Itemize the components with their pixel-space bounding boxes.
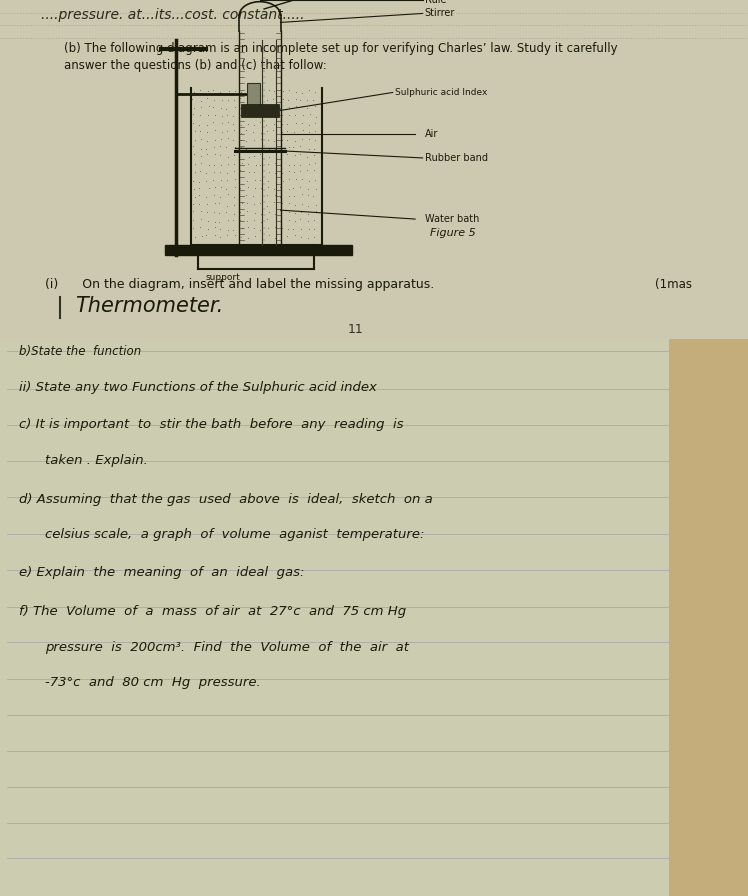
Text: Water bath: Water bath [425, 214, 479, 224]
Text: Rubber band: Rubber band [425, 153, 488, 163]
Text: Air: Air [425, 129, 438, 139]
Text: Stirrer: Stirrer [425, 8, 456, 19]
Text: ....pressure. at...its...cost. constant.....: ....pressure. at...its...cost. constant.… [41, 8, 304, 22]
Bar [165, 245, 352, 255]
Bar [0, 339, 748, 896]
Text: -73°c  and  80 cm  Hg  pressure.: -73°c and 80 cm Hg pressure. [45, 676, 260, 690]
Text: Thermometer.: Thermometer. [75, 296, 223, 315]
Text: (b) The following diagram is an incomplete set up for verifying Charles’ law. St: (b) The following diagram is an incomple… [64, 42, 617, 56]
Text: b)State the  function: b)State the function [19, 345, 141, 358]
Text: pressure  is  200cm³.  Find  the  Volume  of  the  air  at: pressure is 200cm³. Find the Volume of t… [45, 641, 409, 654]
Text: Sulphuric acid Index: Sulphuric acid Index [395, 88, 487, 97]
Text: c) It is important  to  stir the bath  before  any  reading  is: c) It is important to stir the bath befo… [19, 418, 403, 432]
Text: Rule: Rule [425, 0, 447, 5]
Text: e) Explain  the  meaning  of  an  ideal  gas:: e) Explain the meaning of an ideal gas: [19, 566, 304, 580]
Text: f) The  Volume  of  a  mass  of air  at  27°c  and  75 cm Hg: f) The Volume of a mass of air at 27°c a… [19, 605, 406, 618]
Text: celsius scale,  a graph  of  volume  aganist  temperature:: celsius scale, a graph of volume aganist… [45, 528, 424, 541]
Text: (i)      On the diagram, insert and label the missing apparatus.: (i) On the diagram, insert and label the… [45, 278, 434, 291]
Text: 11: 11 [348, 323, 364, 336]
Text: support: support [206, 273, 240, 282]
Text: d) Assuming  that the gas  used  above  is  ideal,  sketch  on a: d) Assuming that the gas used above is i… [19, 493, 432, 506]
Text: Figure 5: Figure 5 [430, 228, 476, 237]
Text: answer the questions (b) and (c) that follow:: answer the questions (b) and (c) that fo… [64, 59, 326, 73]
Text: ii) State any two Functions of the Sulphuric acid index: ii) State any two Functions of the Sulph… [19, 381, 376, 394]
Bar [0, 0, 748, 349]
Bar [669, 339, 748, 896]
Bar [247, 83, 260, 105]
Text: taken . Explain.: taken . Explain. [45, 454, 148, 468]
Text: (1mas: (1mas [654, 278, 691, 291]
Bar [241, 104, 279, 116]
